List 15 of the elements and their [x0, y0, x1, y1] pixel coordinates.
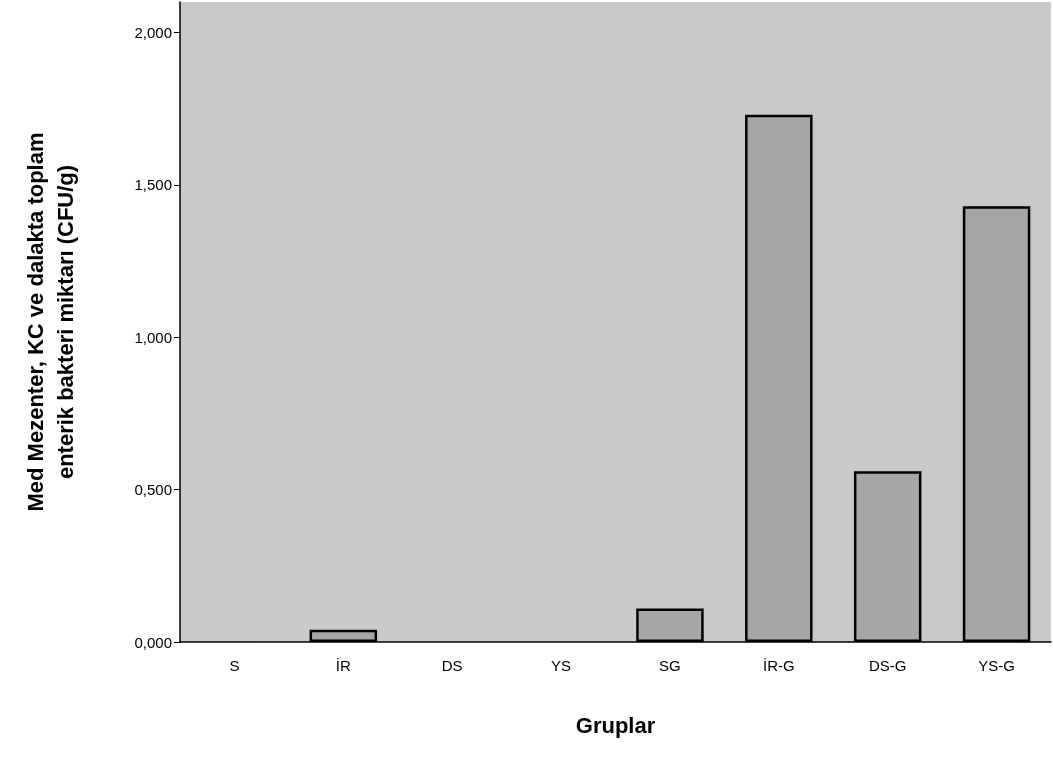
y-tick-label: 1,000 [134, 328, 172, 346]
x-tick-label: YS-G [978, 657, 1015, 674]
x-tick-label: DS [441, 657, 463, 674]
y-tick-label: 2,000 [134, 23, 172, 41]
x-tick-label: DS-G [868, 657, 907, 674]
x-tick-label: İR [335, 657, 351, 674]
y-tick-label: 0,500 [134, 481, 172, 499]
y-tick-label: 1,500 [134, 176, 172, 194]
x-tick-label: SG [659, 657, 681, 674]
y-tick-label: 0,000 [134, 633, 172, 651]
x-tick-label: S [229, 657, 240, 674]
x-tick-label: YS [551, 657, 572, 674]
x-tick-label: İR-G [762, 657, 795, 674]
y-axis-title: Med Mezenter, KC ve dalakta toplam enterik bakteri miktarı (CFU/g) [22, 132, 78, 512]
x-axis-title: Gruplar [575, 712, 656, 738]
